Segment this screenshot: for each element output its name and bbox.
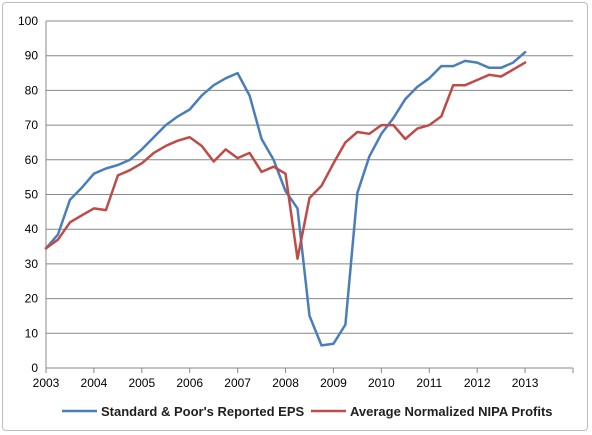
x-tick-label: 2009: [320, 376, 347, 390]
series-lines: [44, 50, 527, 347]
legend-label-nipa-profits: Average Normalized NIPA Profits: [350, 404, 553, 419]
x-tick-label: 2005: [128, 376, 155, 390]
legend: Standard & Poor's Reported EPS Average N…: [62, 404, 553, 419]
y-tick-label: 50: [25, 188, 39, 202]
series-line-1: [44, 61, 527, 260]
x-tick-label: 2004: [81, 376, 108, 390]
x-tick-label: 2010: [368, 376, 395, 390]
y-axis-tick-labels: 0 10 20 30 40 50 60 70 80 90 100: [18, 14, 38, 375]
y-tick-label: 80: [25, 83, 39, 97]
y-tick-label: 100: [18, 14, 38, 28]
x-tick-label: 2012: [464, 376, 491, 390]
series-line-0: [44, 50, 527, 347]
y-tick-label: 70: [25, 118, 39, 132]
y-tick-label: 0: [31, 361, 38, 375]
y-tick-label: 20: [25, 292, 39, 306]
x-tick-label: 2011: [416, 376, 442, 390]
x-tick-label: 2007: [224, 376, 251, 390]
y-tick-label: 60: [25, 153, 39, 167]
legend-label-sp-eps: Standard & Poor's Reported EPS: [101, 404, 305, 419]
x-axis-tick-labels: 2003 2004 2005 2006 2007 2008 2009 2010 2011 2012…: [33, 376, 539, 390]
y-tick-label: 30: [25, 257, 39, 271]
x-tick-label: 2008: [272, 376, 299, 390]
x-tick-label: 2006: [176, 376, 203, 390]
chart-frame: [2, 2, 588, 431]
x-tick-label: 2003: [33, 376, 60, 390]
axes: [45, 21, 574, 373]
y-tick-label: 90: [25, 49, 39, 63]
y-tick-label: 10: [25, 326, 39, 340]
x-tick-label: 2013: [512, 376, 539, 390]
y-tick-label: 40: [25, 222, 39, 236]
gridlines: [46, 20, 573, 334]
